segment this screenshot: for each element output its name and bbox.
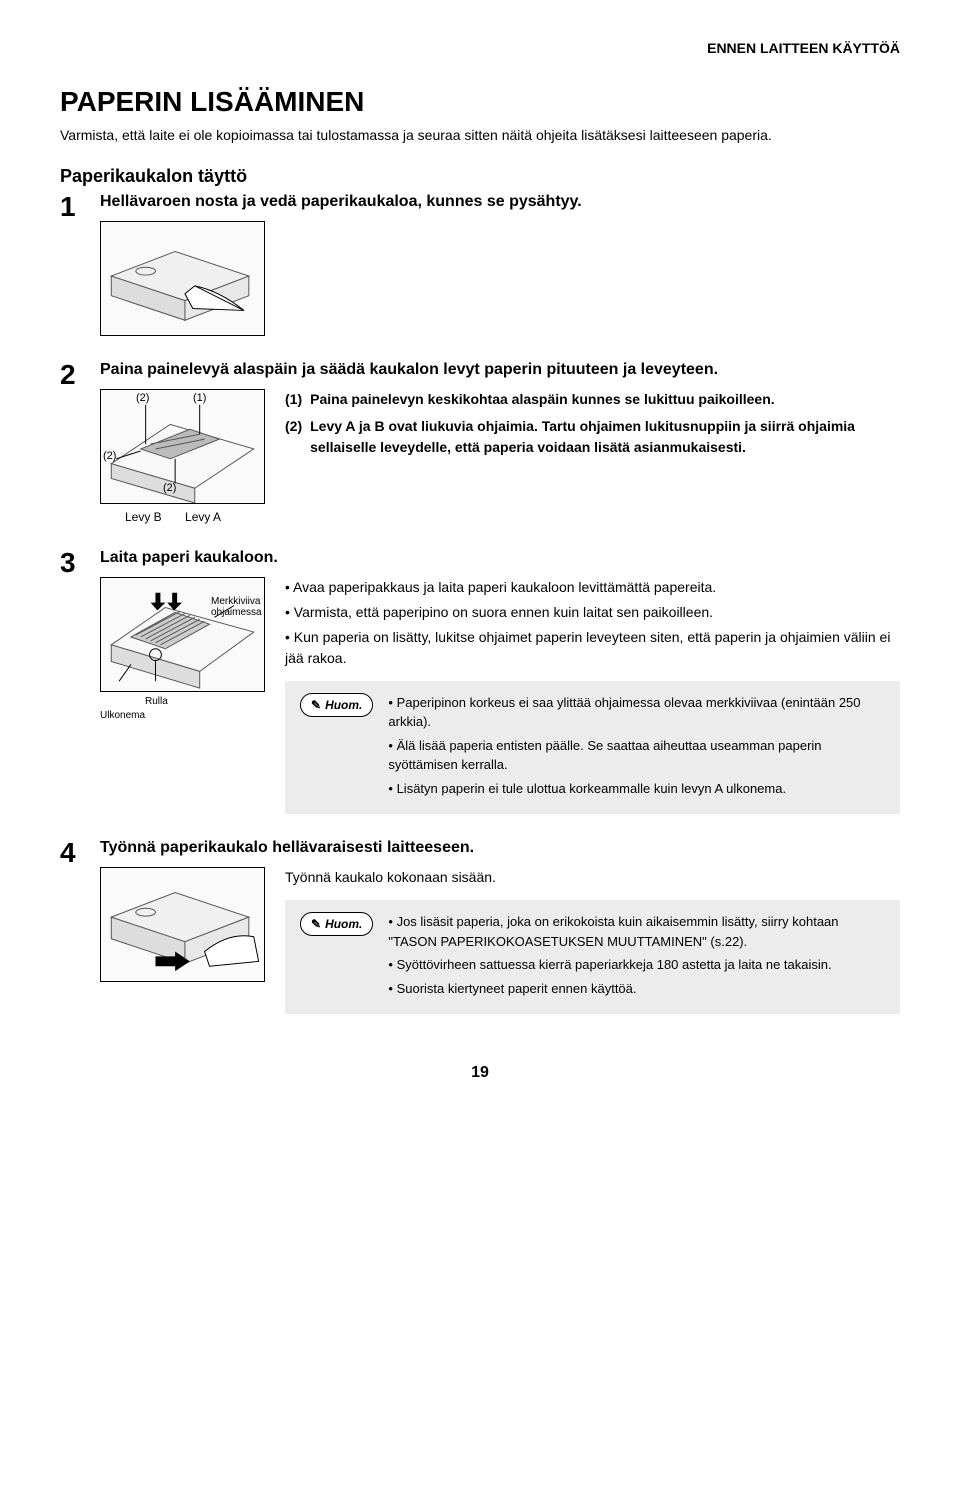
step-number: 1 <box>60 193 100 336</box>
step-1-illustration <box>100 221 265 336</box>
step-2-title: Paina painelevyä alaspäin ja säädä kauka… <box>100 361 900 379</box>
step-number: 3 <box>60 549 100 815</box>
callout-2-text: Levy A ja B ovat liukuvia ohjaimia. Tart… <box>310 416 900 458</box>
subsection-title: Paperikaukalon täyttö <box>60 166 900 187</box>
step-2: 2 Paina painelevyä alaspäin ja säädä kau… <box>60 361 900 524</box>
page-number: 19 <box>60 1064 900 1082</box>
levy-a-label: Levy A <box>185 510 221 524</box>
callout-2-num: (2) <box>285 416 302 458</box>
rulla-label: Rulla <box>145 696 168 707</box>
step-3: 3 Laita paperi kaukaloon. <box>60 549 900 815</box>
note-label: Huom. <box>300 693 373 717</box>
list-item: Älä lisää paperia entisten päälle. Se sa… <box>388 736 885 775</box>
list-item: Jos lisäsit paperia, joka on erikokoista… <box>388 912 885 951</box>
step-3-title: Laita paperi kaukaloon. <box>100 549 900 567</box>
diagram-mark-2-bottom: (2) <box>163 482 176 494</box>
diagram-mark-2-left: (2) <box>103 450 116 462</box>
levy-labels: Levy B Levy A <box>100 510 265 524</box>
step-4-illustration <box>100 867 265 982</box>
callout-1-text: Paina painelevyn keskikohtaa alaspäin ku… <box>310 389 775 410</box>
callout-1-num: (1) <box>285 389 302 410</box>
list-item: Paperipinon korkeus ei saa ylittää ohjai… <box>388 693 885 732</box>
section-header: ENNEN LAITTEEN KÄYTTÖÄ <box>60 40 900 56</box>
step-1-title: Hellävaroen nosta ja vedä paperikaukaloa… <box>100 193 900 211</box>
list-item: Kun paperia on lisätty, lukitse ohjaimet… <box>285 627 900 669</box>
step-number: 4 <box>60 839 100 1014</box>
intro-text: Varmista, että laite ei ole kopioimassa … <box>60 126 900 146</box>
list-item: Suorista kiertyneet paperit ennen käyttö… <box>388 979 885 999</box>
step-3-illustration: Merkkiviiva ohjaimessa <box>100 577 265 692</box>
list-item: Varmista, että paperipino on suora ennen… <box>285 602 900 623</box>
step-number: 2 <box>60 361 100 524</box>
diagram-mark-1: (1) <box>193 392 206 404</box>
step-4: 4 Työnnä paperikaukalo hellävaraisesti l… <box>60 839 900 1014</box>
step-3-note: Huom. Paperipinon korkeus ei saa ylittää… <box>285 681 900 815</box>
list-item: Lisätyn paperin ei tule ulottua korkeamm… <box>388 779 885 799</box>
step-3-note-bullets: Paperipinon korkeus ei saa ylittää ohjai… <box>388 693 885 799</box>
note-label: Huom. <box>300 912 373 936</box>
step-4-title: Työnnä paperikaukalo hellävaraisesti lai… <box>100 839 900 857</box>
diagram-mark-2-top-left: (2) <box>136 392 149 404</box>
list-item: Syöttövirheen sattuessa kierrä paperiark… <box>388 955 885 975</box>
step-2-illustration: (2) (1) (2) (2) <box>100 389 265 504</box>
step-3-bullets: Avaa paperipakkaus ja laita paperi kauka… <box>285 577 900 669</box>
ulkonema-label: Ulkonema <box>100 710 145 721</box>
step-1: 1 Hellävaroen nosta ja vedä paperikaukal… <box>60 193 900 336</box>
step-4-text: Työnnä kaukalo kokonaan sisään. <box>285 867 900 888</box>
merkkiviiva-label: Merkkiviiva ohjaimessa <box>211 596 261 618</box>
list-item: Avaa paperipakkaus ja laita paperi kauka… <box>285 577 900 598</box>
step-4-note: Huom. Jos lisäsit paperia, joka on eriko… <box>285 900 900 1014</box>
step-4-note-bullets: Jos lisäsit paperia, joka on erikokoista… <box>388 912 885 998</box>
page-title: PAPERIN LISÄÄMINEN <box>60 86 900 118</box>
levy-b-label: Levy B <box>125 510 162 524</box>
